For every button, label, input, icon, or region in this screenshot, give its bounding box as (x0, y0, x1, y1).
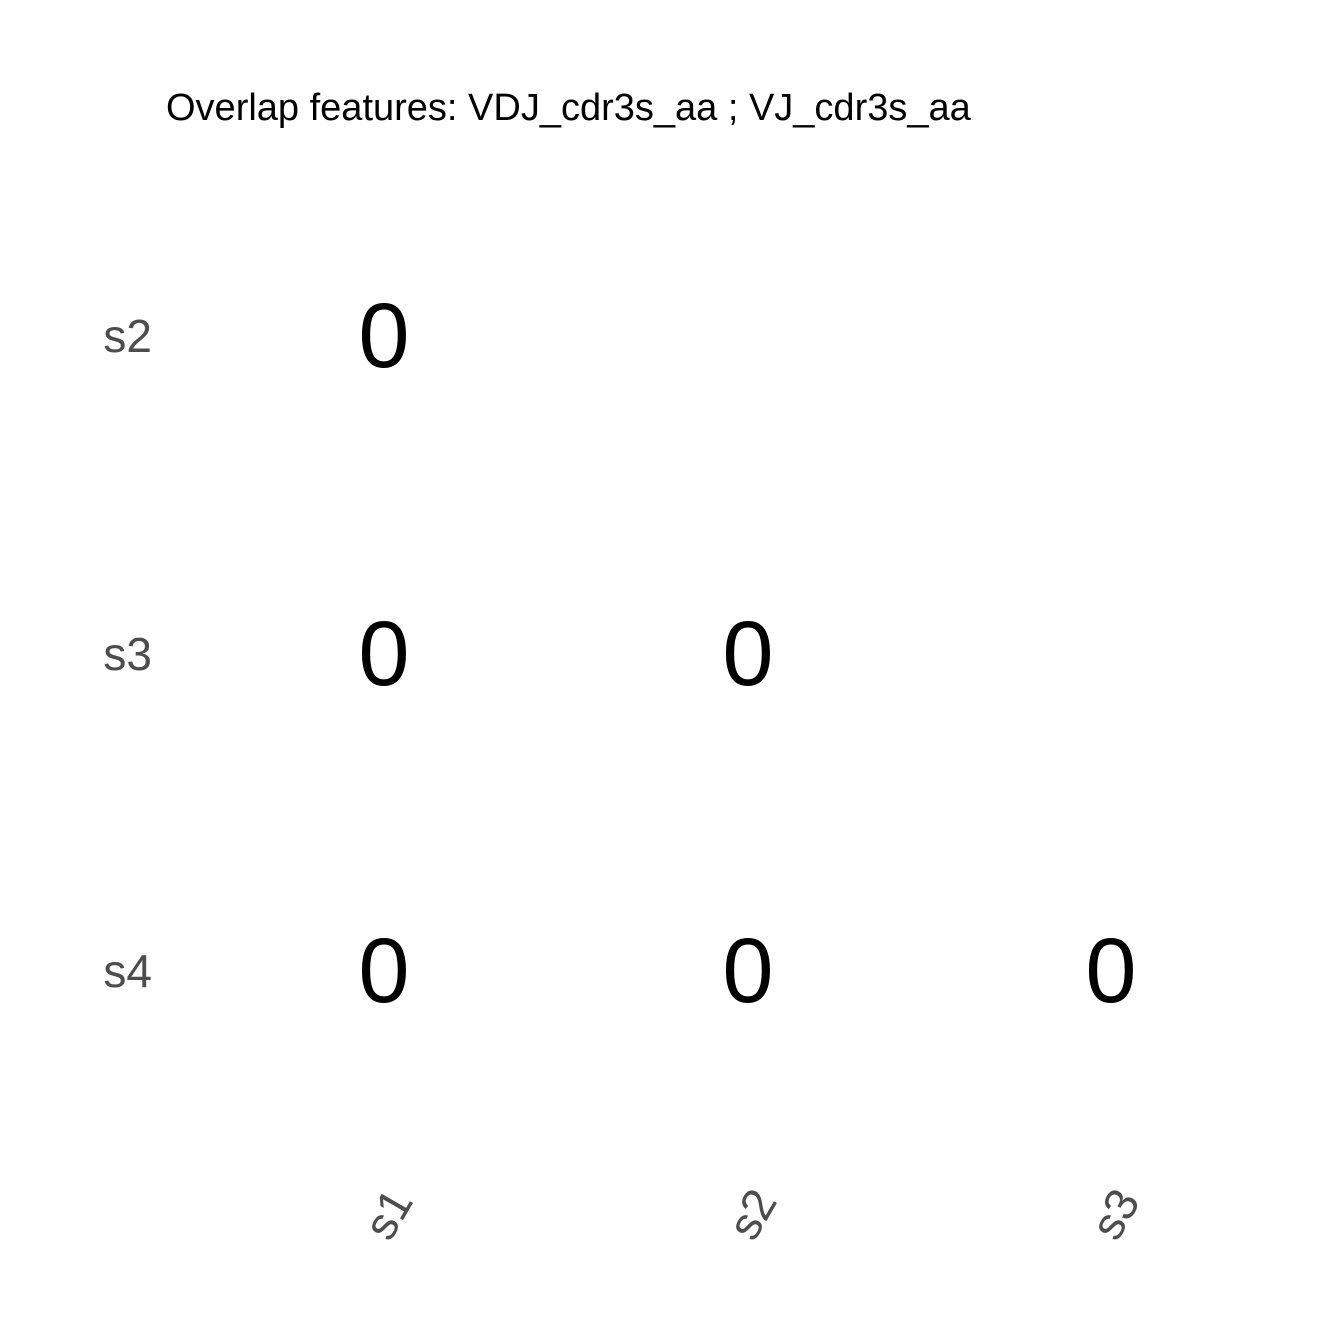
y-tick-label-s4: s4 (103, 945, 152, 997)
cell-label-s3-s4: 0 (1085, 920, 1136, 1022)
y-tick-label-s3: s3 (103, 628, 152, 680)
cell-label-s1-s4: 0 (358, 920, 409, 1022)
cell-label-s2-s4: 0 (722, 920, 773, 1022)
heatmap-cells: 0 0 0 0 0 0 (358, 285, 1136, 1022)
cell-label-s1-s2: 0 (358, 285, 409, 387)
cell-label-s1-s3: 0 (358, 603, 409, 705)
y-axis-ticks: s2 s3 s4 (103, 310, 152, 997)
y-tick-label-s2: s2 (103, 310, 152, 362)
chart-title: Overlap features: VDJ_cdr3s_aa ; VJ_cdr3… (166, 87, 972, 129)
cell-label-s2-s3: 0 (722, 603, 773, 705)
